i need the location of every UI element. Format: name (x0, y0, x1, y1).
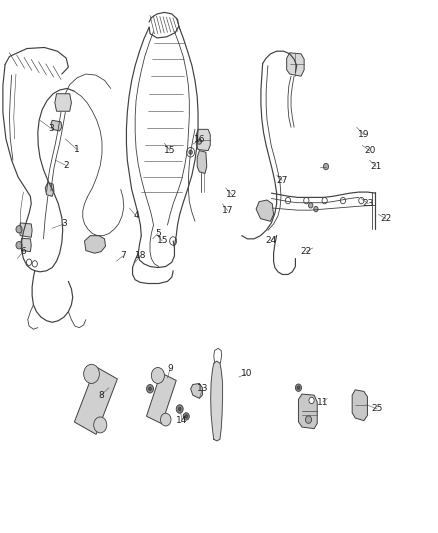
Circle shape (322, 197, 327, 204)
Circle shape (16, 241, 22, 249)
Polygon shape (55, 94, 71, 111)
Circle shape (308, 203, 313, 208)
Text: 24: 24 (265, 237, 276, 246)
Circle shape (340, 197, 346, 204)
Circle shape (170, 237, 177, 245)
Text: 14: 14 (176, 416, 187, 425)
Polygon shape (146, 373, 176, 424)
Circle shape (295, 384, 301, 391)
Text: 2: 2 (64, 161, 69, 170)
Text: 16: 16 (194, 135, 205, 144)
Text: 11: 11 (317, 398, 328, 407)
Text: 15: 15 (164, 146, 176, 155)
Polygon shape (287, 53, 304, 76)
Text: 20: 20 (364, 146, 375, 155)
Circle shape (286, 197, 290, 204)
Text: 22: 22 (380, 214, 392, 223)
Text: 12: 12 (226, 190, 238, 199)
Circle shape (185, 415, 187, 418)
Text: 4: 4 (133, 212, 139, 221)
Text: 9: 9 (167, 364, 173, 373)
Text: 21: 21 (371, 162, 382, 171)
Polygon shape (85, 236, 106, 253)
Circle shape (32, 261, 37, 267)
Circle shape (26, 259, 32, 265)
Circle shape (94, 417, 107, 433)
Circle shape (323, 164, 328, 169)
Text: 3: 3 (61, 220, 67, 229)
Text: 7: 7 (120, 252, 126, 260)
Circle shape (304, 197, 309, 204)
Circle shape (359, 197, 364, 204)
Circle shape (305, 416, 311, 423)
Circle shape (187, 148, 194, 157)
Polygon shape (197, 151, 207, 173)
Polygon shape (298, 394, 317, 429)
Polygon shape (211, 361, 223, 441)
Circle shape (160, 413, 171, 426)
Circle shape (189, 150, 192, 155)
Circle shape (84, 365, 99, 383)
Text: 19: 19 (358, 130, 370, 139)
Text: 25: 25 (371, 405, 383, 414)
Text: 17: 17 (222, 206, 233, 215)
Polygon shape (51, 120, 62, 131)
Polygon shape (45, 182, 54, 196)
Text: 5: 5 (155, 229, 161, 238)
Circle shape (178, 407, 181, 410)
Polygon shape (352, 390, 367, 421)
Circle shape (314, 206, 318, 212)
Polygon shape (196, 130, 210, 151)
Text: 6: 6 (21, 247, 26, 256)
Text: 18: 18 (134, 252, 146, 260)
Text: 8: 8 (98, 391, 104, 400)
Circle shape (197, 139, 201, 144)
Text: 1: 1 (74, 145, 80, 154)
Circle shape (309, 397, 314, 403)
Text: 15: 15 (156, 237, 168, 246)
Text: 13: 13 (197, 384, 208, 393)
Text: 27: 27 (277, 176, 288, 185)
Polygon shape (191, 383, 202, 398)
Circle shape (183, 413, 189, 420)
Polygon shape (20, 238, 31, 252)
Circle shape (297, 386, 300, 389)
Circle shape (149, 387, 151, 390)
Text: 22: 22 (301, 247, 312, 256)
Text: 23: 23 (363, 199, 374, 208)
Circle shape (176, 405, 183, 413)
Text: 10: 10 (241, 369, 252, 378)
Polygon shape (19, 223, 32, 237)
Polygon shape (256, 200, 274, 221)
Circle shape (151, 368, 164, 383)
Polygon shape (74, 367, 117, 434)
Circle shape (147, 384, 153, 393)
Circle shape (16, 225, 22, 233)
Text: 3: 3 (48, 124, 54, 133)
